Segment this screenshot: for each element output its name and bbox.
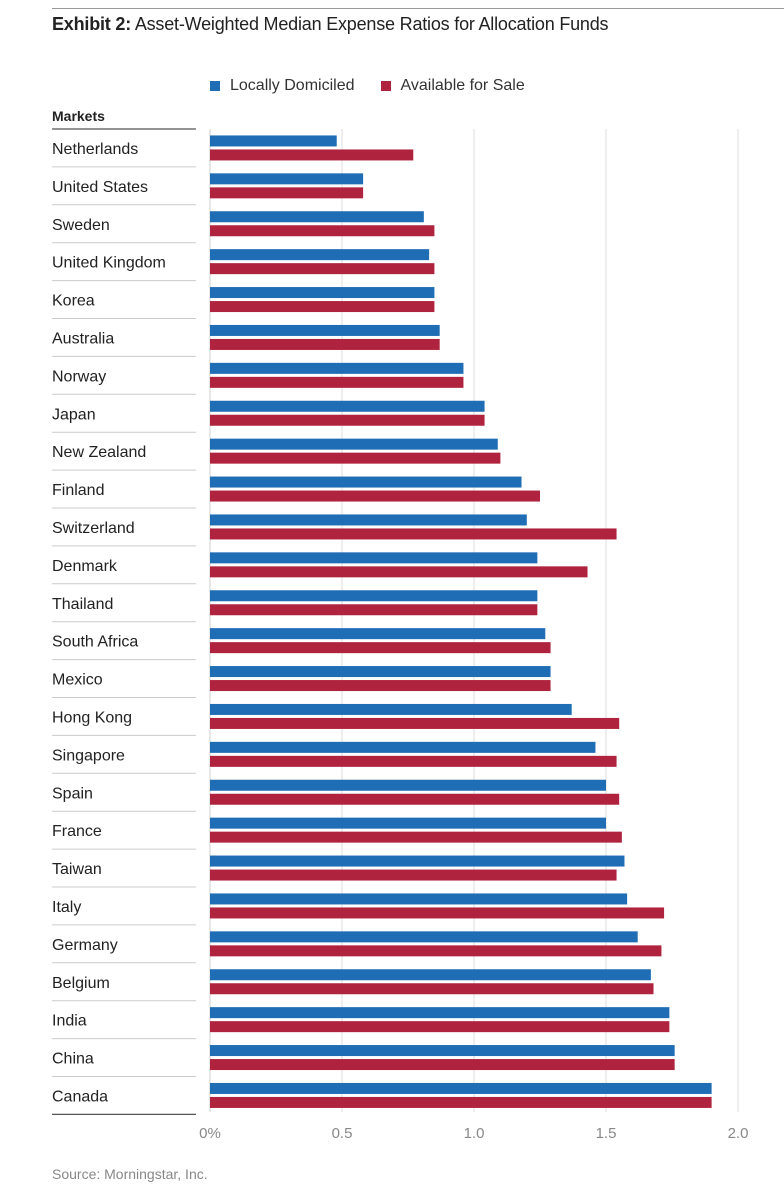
bar-available-for-sale-hong-kong [210,717,620,729]
bar-available-for-sale-italy [210,907,665,919]
bar-locally-domiciled-thailand [210,590,538,602]
legend-label-locally-domiciled: Locally Domiciled [230,77,355,94]
category-label-japan: Japan [52,406,96,423]
bar-locally-domiciled-china [210,1045,675,1057]
bar-locally-domiciled-italy [210,893,628,905]
bar-locally-domiciled-south-africa [210,628,546,640]
category-label-germany: Germany [52,937,118,954]
chart-title-text: Asset-Weighted Median Expense Ratios for… [131,14,609,34]
bar-available-for-sale-china [210,1059,675,1071]
bar-available-for-sale-united-states [210,187,364,199]
bar-available-for-sale-switzerland [210,528,617,540]
category-label-italy: Italy [52,899,81,916]
category-label-sweden: Sweden [52,217,110,234]
bar-locally-domiciled-india [210,1007,670,1019]
category-label-taiwan: Taiwan [52,861,102,878]
bar-locally-domiciled-belgium [210,969,651,981]
bar-available-for-sale-canada [210,1096,712,1108]
source-note: Source: Morningstar, Inc. [52,1166,208,1182]
bar-locally-domiciled-australia [210,324,440,336]
bar-available-for-sale-singapore [210,755,617,767]
bar-locally-domiciled-hong-kong [210,703,572,715]
bar-available-for-sale-united-kingdom [210,263,435,275]
category-label-france: France [52,823,102,840]
category-label-norway: Norway [52,368,106,385]
chart-title: Exhibit 2: Asset-Weighted Median Expense… [52,14,609,35]
bar-available-for-sale-spain [210,793,620,805]
bar-available-for-sale-taiwan [210,869,617,881]
bar-available-for-sale-korea [210,301,435,313]
x-tick-label-1: 0.5 [332,1125,353,1142]
bar-locally-domiciled-korea [210,287,435,299]
bar-available-for-sale-mexico [210,680,551,692]
bar-locally-domiciled-united-kingdom [210,249,430,261]
category-label-south-africa: South Africa [52,634,138,651]
bar-locally-domiciled-switzerland [210,514,527,526]
category-label-denmark: Denmark [52,558,118,575]
category-label-singapore: Singapore [52,747,125,764]
bar-locally-domiciled-germany [210,931,638,943]
bar-locally-domiciled-finland [210,476,522,488]
legend-item-locally-domiciled: Locally Domiciled [210,77,355,95]
bar-available-for-sale-netherlands [210,149,414,161]
category-label-united-kingdom: United Kingdom [52,255,166,272]
legend: Locally Domiciled Available for Sale [210,76,551,96]
category-label-mexico: Mexico [52,672,103,689]
bar-locally-domiciled-united-states [210,173,364,185]
bar-locally-domiciled-france [210,817,606,829]
bar-locally-domiciled-spain [210,779,606,791]
bar-locally-domiciled-new-zealand [210,438,498,450]
bar-available-for-sale-norway [210,376,464,388]
bar-locally-domiciled-denmark [210,552,538,564]
category-label-finland: Finland [52,482,104,499]
bar-chart: Markets Netherlands United States Sweden Uni… [52,108,749,1142]
category-label-thailand: Thailand [52,596,113,613]
bar-available-for-sale-denmark [210,566,588,578]
category-label-korea: Korea [52,293,95,310]
category-label-spain: Spain [52,785,93,802]
bar-available-for-sale-new-zealand [210,452,501,464]
category-label-china: China [52,1051,94,1068]
chart-title-lead: Exhibit 2: [52,14,132,34]
category-label-canada: Canada [52,1088,108,1105]
legend-item-available-for-sale: Available for Sale [380,77,525,95]
bar-available-for-sale-belgium [210,983,654,995]
top-rule [52,8,784,9]
bar-locally-domiciled-canada [210,1082,712,1094]
category-label-belgium: Belgium [52,975,110,992]
x-tick-label-3: 1.5 [596,1125,617,1142]
bar-locally-domiciled-taiwan [210,855,625,867]
bar-locally-domiciled-norway [210,362,464,374]
bar-locally-domiciled-singapore [210,741,596,753]
bar-locally-domiciled-netherlands [210,135,337,147]
legend-label-available-for-sale: Available for Sale [400,77,525,94]
bar-available-for-sale-south-africa [210,642,551,654]
bar-available-for-sale-japan [210,414,485,426]
bar-locally-domiciled-japan [210,400,485,412]
x-tick-label-4: 2.0 [728,1125,749,1142]
category-label-switzerland: Switzerland [52,520,135,537]
bar-available-for-sale-thailand [210,604,538,616]
category-label-india: India [52,1013,87,1030]
x-tick-label-0: 0% [199,1125,221,1142]
bar-available-for-sale-india [210,1021,670,1033]
bar-available-for-sale-finland [210,490,540,502]
bar-available-for-sale-sweden [210,225,435,237]
bar-locally-domiciled-sweden [210,211,424,223]
x-tick-label-2: 1.0 [464,1125,485,1142]
category-label-new-zealand: New Zealand [52,444,146,461]
legend-swatch-available-for-sale [380,81,391,91]
category-label-netherlands: Netherlands [52,141,138,158]
bar-available-for-sale-france [210,831,622,843]
category-label-australia: Australia [52,330,114,347]
category-label-hong-kong: Hong Kong [52,709,132,726]
bar-available-for-sale-australia [210,338,440,350]
legend-swatch-locally-domiciled [210,81,220,91]
category-label-united-states: United States [52,179,148,196]
bar-locally-domiciled-mexico [210,666,551,678]
category-header: Markets [52,108,105,124]
bar-available-for-sale-germany [210,945,662,957]
